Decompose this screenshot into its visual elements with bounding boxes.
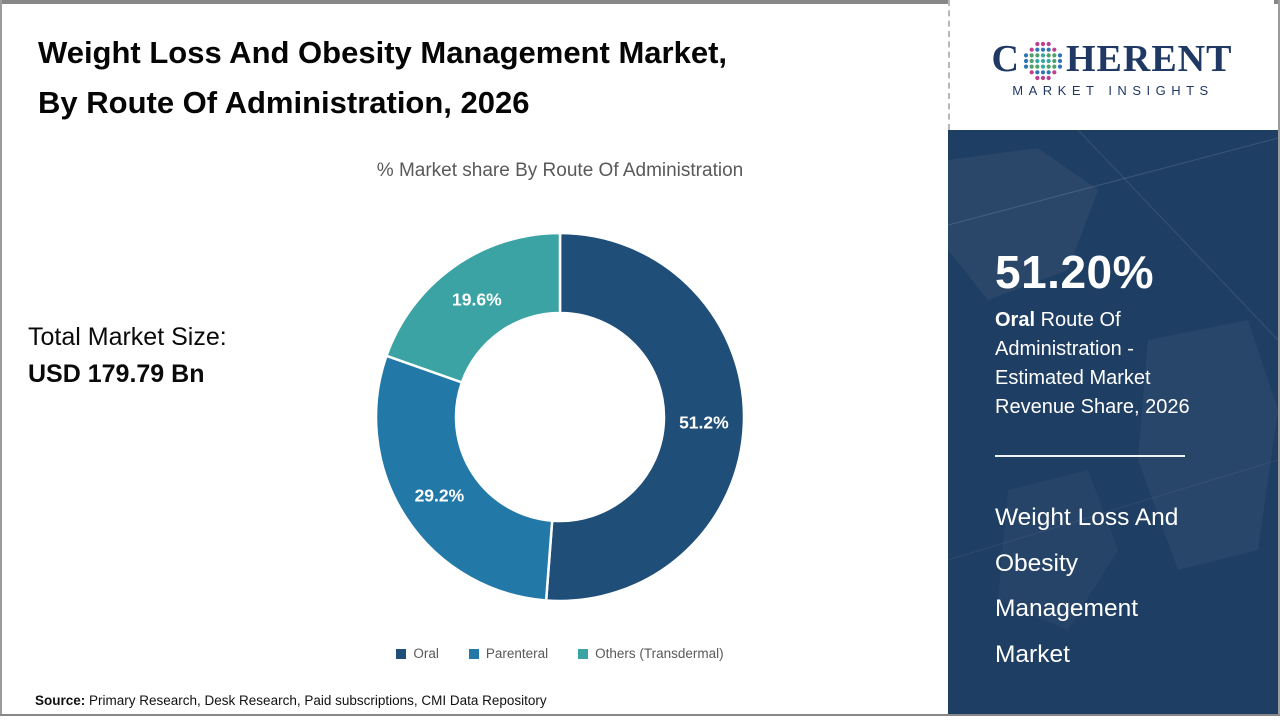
stat-description: Oral Route Of Administration - Estimated… (995, 306, 1210, 422)
globe-dot (1040, 75, 1046, 81)
chart-legend: Oral Parenteral Others (Transdermal) (180, 646, 940, 661)
highlight-sidebar: 51.20% Oral Route Of Administration - Es… (948, 130, 1278, 716)
globe-dot (1046, 64, 1051, 69)
globe-dot (1029, 58, 1034, 64)
logo-prefix: C (991, 38, 1020, 80)
source-label: Source: (35, 693, 86, 708)
globe-dot (1035, 75, 1040, 81)
globe-dot (1029, 64, 1034, 69)
globe-dot (1040, 58, 1046, 64)
globe-dot (1046, 47, 1051, 52)
globe-dot (1046, 70, 1051, 75)
donut-slice-label: 51.2% (679, 412, 729, 432)
globe-dot (1023, 64, 1029, 69)
legend-swatch-icon (468, 648, 479, 659)
donut-chart: 51.2% 29.2% 19.6% (373, 230, 747, 604)
source-text: Primary Research, Desk Research, Paid su… (85, 693, 547, 708)
globe-dots-icon (1023, 41, 1063, 81)
globe-dot (1040, 70, 1046, 75)
page-title: Weight Loss And Obesity Management Marke… (38, 28, 928, 128)
legend-label: Parenteral (485, 646, 549, 661)
legend-label: Oral (413, 646, 439, 661)
total-market-size-label: Total Market Size: (28, 323, 227, 351)
bottom-border (0, 714, 1280, 716)
globe-dot (1040, 53, 1046, 58)
globe-dot (1057, 53, 1063, 58)
legend-swatch-icon (396, 648, 407, 659)
globe-dot (1029, 70, 1034, 75)
page-title-line1: Weight Loss And Obesity Management Marke… (38, 35, 728, 70)
globe-dot (1040, 64, 1046, 69)
globe-dot (1035, 41, 1040, 47)
globe-dot (1040, 47, 1046, 52)
globe-dot (1046, 53, 1051, 58)
globe-dot (1052, 47, 1057, 52)
legend-label: Others (Transdermal) (595, 646, 724, 661)
globe-dot (1035, 58, 1040, 64)
source-line: Source: Primary Research, Desk Research,… (35, 693, 547, 708)
donut-slice-oral (544, 231, 746, 603)
stat-highlight: Oral (995, 309, 1036, 331)
top-border (0, 0, 1280, 4)
globe-dot (1046, 41, 1051, 47)
globe-dot (1029, 47, 1034, 52)
brand-logo-tagline: MARKET INSIGHTS (1012, 83, 1214, 98)
globe-dot (1052, 53, 1057, 58)
brand-logo-wordmark: C HERENT (991, 38, 1233, 81)
right-border (1278, 0, 1280, 716)
donut-slice-label: 19.6% (452, 289, 502, 309)
globe-dot (1035, 70, 1040, 75)
globe-dot (1040, 41, 1046, 47)
globe-dot (1035, 64, 1040, 69)
globe-dot (1046, 75, 1051, 81)
donut-slice-others-transdermal (384, 231, 562, 384)
globe-dot (1052, 70, 1057, 75)
market-name: Weight Loss And Obesity Management Marke… (995, 504, 1179, 668)
donut-slice-label: 29.2% (415, 486, 465, 506)
stat-value: 51.20% (995, 246, 1155, 298)
chart-title: % Market share By Route Of Administratio… (376, 160, 744, 181)
globe-dot (1035, 53, 1040, 58)
brand-logo: C HERENT MARKET INSIGHTS (948, 0, 1274, 130)
donut-slice-parenteral (374, 354, 554, 602)
page-title-line2: By Route Of Administration, 2026 (38, 85, 530, 120)
legend-item-oral: Oral (396, 646, 439, 661)
globe-dot (1023, 58, 1029, 64)
left-border (0, 0, 2, 716)
logo-suffix: HERENT (1065, 38, 1233, 80)
sidebar-content: 51.20% Oral Route Of Administration - Es… (948, 130, 1278, 677)
globe-dot (1057, 58, 1063, 64)
globe-dot (1029, 53, 1034, 58)
legend-item-parenteral: Parenteral (468, 646, 549, 661)
globe-dot (1023, 53, 1029, 58)
total-market-size-block: Total Market Size: USD 179.79 Bn (28, 323, 227, 389)
legend-swatch-icon (578, 648, 589, 659)
globe-dot (1057, 64, 1063, 69)
sidebar-divider (995, 455, 1185, 457)
donut-chart-svg: 51.2% 29.2% 19.6% (374, 231, 746, 603)
total-market-size-value: USD 179.79 Bn (28, 360, 205, 388)
globe-dot (1046, 58, 1051, 64)
globe-dot (1035, 47, 1040, 52)
globe-dot (1052, 58, 1057, 64)
globe-dot (1052, 64, 1057, 69)
stat-description-text: Route Of Administration - Estimated Mark… (995, 309, 1190, 418)
legend-item-others-transdermal: Others (Transdermal) (578, 646, 724, 661)
